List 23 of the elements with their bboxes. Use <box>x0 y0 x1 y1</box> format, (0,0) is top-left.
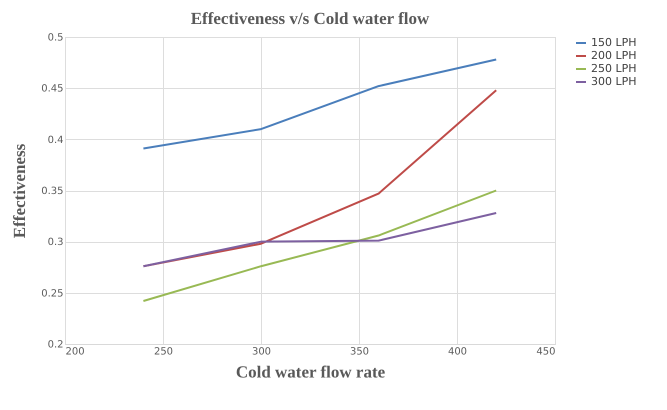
legend-label: 250 LPH <box>591 62 637 75</box>
legend-label: 200 LPH <box>591 49 637 62</box>
y-tick-label: 0.25 <box>41 288 64 300</box>
x-tick-label: 250 <box>154 346 174 358</box>
x-tick-label: 350 <box>350 346 370 358</box>
legend-label: 150 LPH <box>591 36 637 49</box>
line-series <box>142 190 498 302</box>
y-tick-label: 0.2 <box>48 340 64 350</box>
line-series <box>142 212 498 268</box>
y-tick-label: 0.3 <box>48 237 64 248</box>
x-tick-label: 450 <box>536 346 556 358</box>
x-tick-label: 200 <box>66 346 85 358</box>
y-tick-label: 0.4 <box>48 134 64 146</box>
chart-title: Effectiveness v/s Cold water flow <box>190 9 430 28</box>
y-axis-title: Effectiveness <box>10 143 30 238</box>
x-tick-label: 400 <box>448 346 468 358</box>
line-series <box>142 58 498 150</box>
x-tick-label: 300 <box>252 346 272 358</box>
y-tick-label: 0.35 <box>41 186 64 197</box>
y-tick-label: 0.45 <box>41 84 64 95</box>
y-tick-label: 0.5 <box>48 32 64 44</box>
x-axis-title: Cold water flow rate <box>236 362 386 382</box>
legend-label: 300 LPH <box>591 75 637 88</box>
